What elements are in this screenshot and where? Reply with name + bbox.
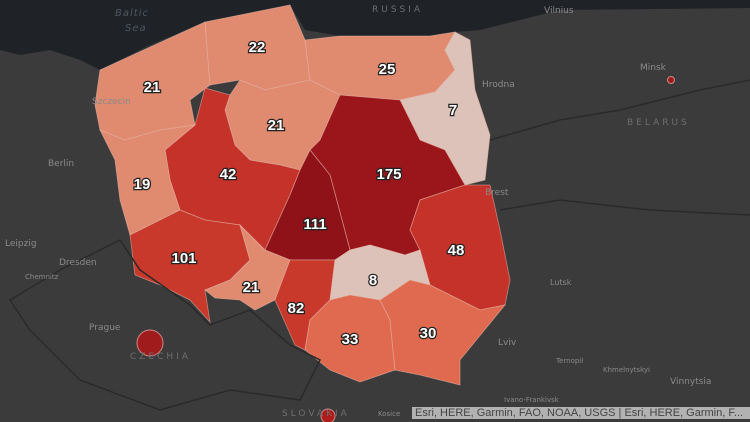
case-count-pomorskie: 22	[249, 39, 266, 56]
region-podkarpackie[interactable]	[379, 279, 507, 386]
case-count-lodzkie: 111	[303, 216, 326, 233]
case-count-podkarpackie: 30	[420, 325, 437, 342]
region-lubuskie[interactable]	[99, 124, 197, 236]
case-count-warminsko-mazurskie: 25	[379, 61, 396, 78]
label-minsk: Minsk	[640, 63, 667, 73]
label-ivano-frankivsk: Ivano-Frankivsk	[504, 396, 560, 404]
label-ternopil: Ternopil	[555, 357, 583, 365]
case-count-lubelskie: 48	[448, 242, 465, 259]
attribution: Esri, HERE, Garmin, FAO, NOAA, USGS | Es…	[412, 407, 750, 419]
case-count-opolskie: 21	[243, 279, 260, 296]
label-vinnytsia: Vinnytsia	[670, 377, 711, 387]
case-count-lubuskie: 19	[134, 176, 151, 193]
label-hrodna: Hrodna	[482, 80, 515, 90]
case-count-dolnoslaskie: 101	[171, 250, 196, 267]
marker-minsk[interactable]	[667, 76, 675, 84]
label-kosice: Kosice	[378, 410, 400, 418]
label-dresden: Dresden	[59, 258, 97, 268]
label-brest: Brest	[485, 188, 509, 198]
case-count-swietokrzyskie: 8	[369, 272, 377, 289]
case-count-zachodniopomorskie: 21	[144, 79, 161, 96]
marker-slovakia[interactable]	[320, 408, 336, 422]
label-prague: Prague	[89, 323, 121, 333]
case-count-mazowieckie: 175	[376, 166, 401, 183]
case-count-malopolskie: 33	[342, 331, 359, 348]
label-baltic: Baltic	[115, 8, 149, 19]
label-lviv: Lviv	[498, 338, 517, 348]
label-leipzig: Leipzig	[5, 239, 37, 249]
case-count-slaskie: 82	[288, 300, 305, 317]
label-chemnitz: Chemnitz	[25, 273, 59, 281]
label-szczecin: Szczecin	[92, 97, 131, 107]
label-lutsk: Lutsk	[550, 278, 572, 287]
case-count-kujawsko-pomorskie: 21	[268, 117, 285, 134]
region-opolskie[interactable]	[204, 223, 291, 311]
label-czechia: CZECHIA	[130, 352, 191, 362]
case-count-wielkopolskie: 42	[220, 166, 237, 183]
label-belarus: BELARUS	[627, 118, 690, 128]
country-borders	[8, 79, 750, 411]
region-malopolskie[interactable]	[304, 294, 396, 383]
label-russia: RUSSIA	[372, 5, 423, 15]
label-slovakia: SLOVAKIA	[282, 409, 350, 419]
marker-czechia[interactable]	[136, 329, 164, 357]
label-khmelnytskyi: Khmelnytskyi	[603, 366, 650, 374]
case-count-podlaskie: 7	[449, 102, 457, 119]
label-sea: Sea	[125, 23, 147, 34]
label-vilnius: Vilnius	[544, 6, 574, 16]
baltic-sea	[0, 0, 750, 70]
label-berlin: Berlin	[48, 159, 74, 169]
